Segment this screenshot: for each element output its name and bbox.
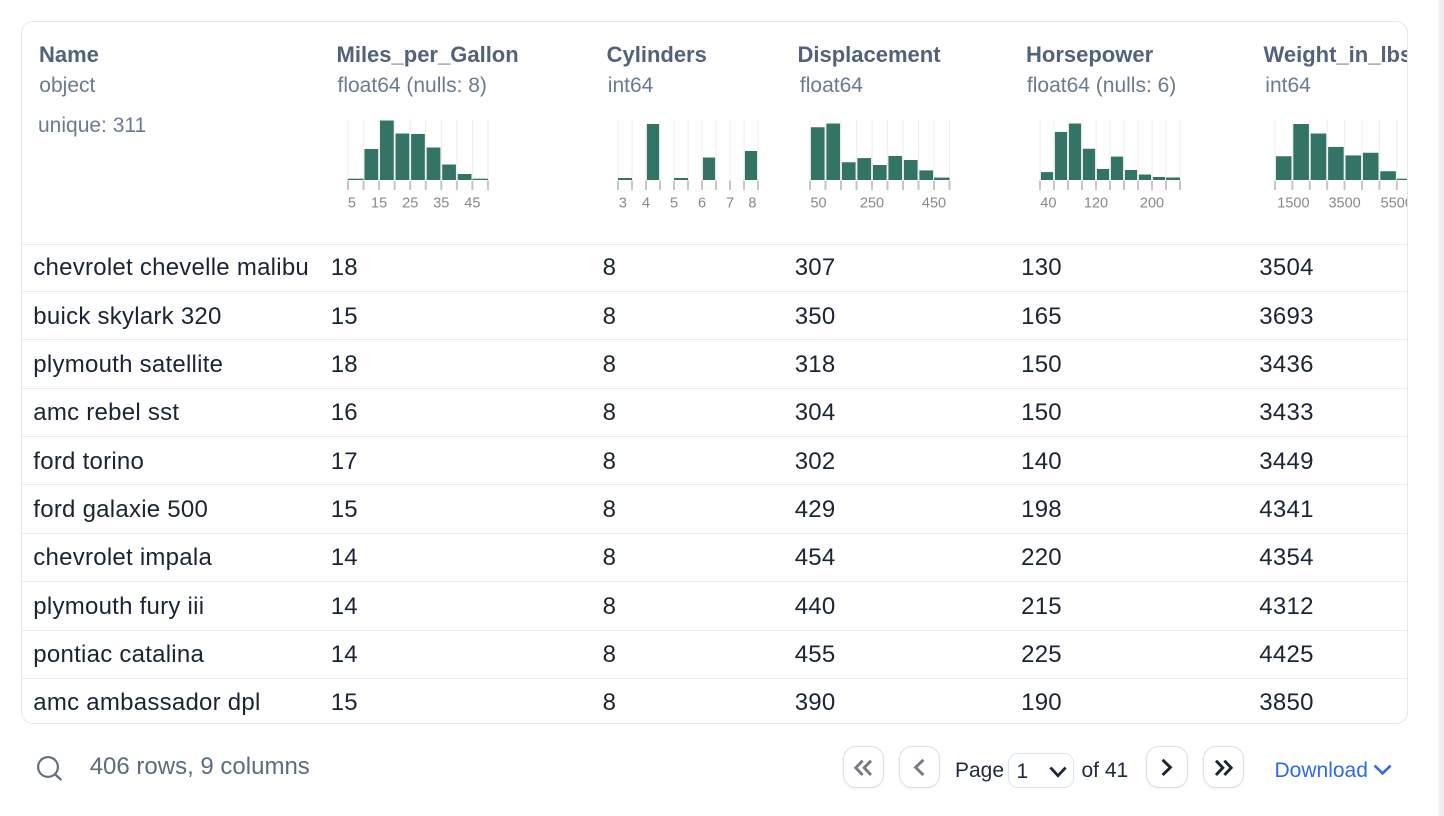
svg-text:3500: 3500: [1329, 196, 1361, 212]
svg-text:5: 5: [670, 196, 678, 212]
svg-text:40: 40: [1040, 196, 1056, 212]
svg-text:3: 3: [618, 196, 626, 212]
svg-text:120: 120: [1084, 196, 1108, 212]
svg-text:5: 5: [348, 196, 356, 212]
svg-text:200: 200: [1140, 196, 1164, 212]
svg-text:6: 6: [698, 196, 706, 212]
svg-text:35: 35: [434, 196, 450, 212]
svg-text:8: 8: [748, 196, 756, 212]
svg-text:25: 25: [403, 196, 419, 212]
svg-text:7: 7: [726, 196, 734, 212]
svg-text:50: 50: [810, 196, 826, 212]
svg-text:1500: 1500: [1277, 196, 1309, 212]
svg-text:15: 15: [371, 196, 387, 212]
svg-text:45: 45: [465, 196, 481, 212]
svg-text:4: 4: [642, 196, 650, 212]
svg-text:250: 250: [860, 196, 884, 212]
svg-text:450: 450: [922, 196, 946, 212]
svg-text:5500: 5500: [1381, 196, 1408, 212]
